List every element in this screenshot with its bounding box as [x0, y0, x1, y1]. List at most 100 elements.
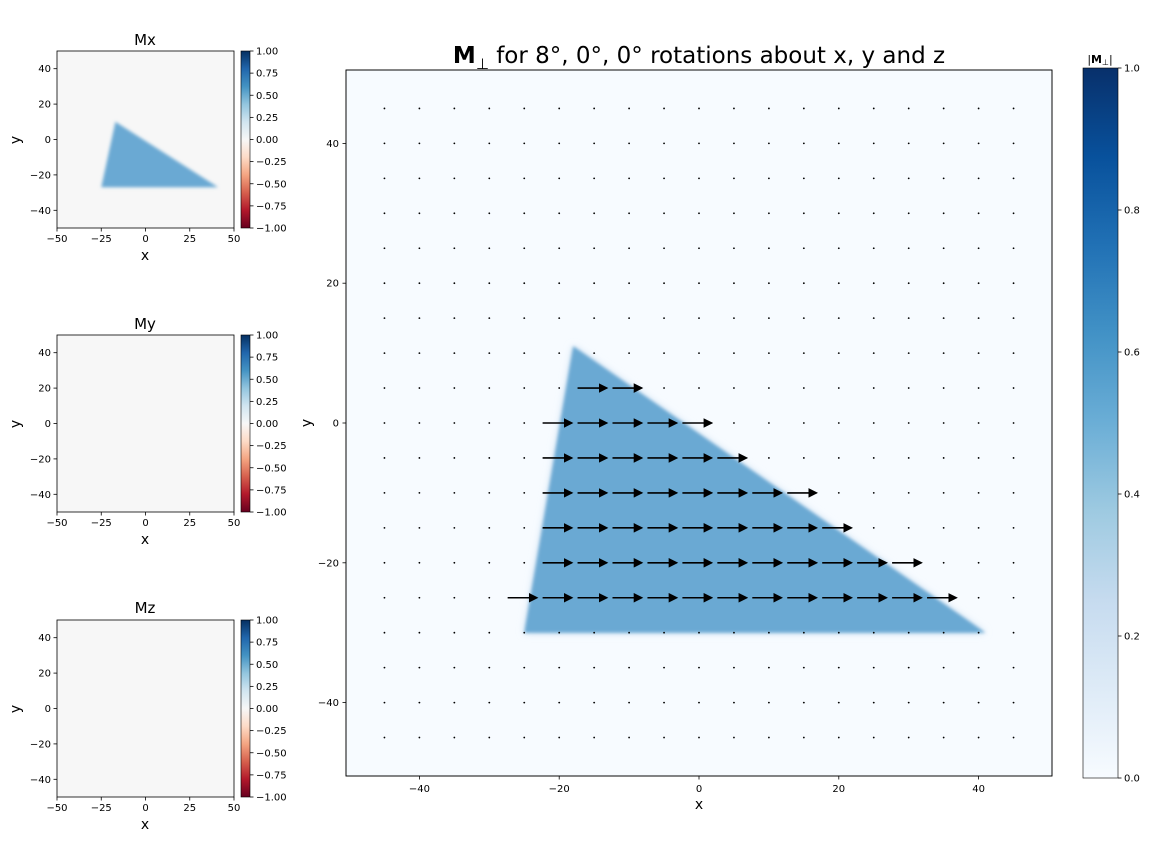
quiver-point [872, 177, 875, 180]
quiver-point [593, 107, 596, 110]
quiver-point [872, 142, 875, 145]
quiver-point [837, 457, 840, 459]
quiver-point [977, 352, 980, 354]
quiver-point [453, 736, 456, 739]
colorbar-tick-label: 0.75 [256, 69, 278, 80]
x-tick-label: −50 [46, 803, 67, 814]
x-tick-label: −25 [91, 803, 112, 814]
quiver-point [768, 247, 770, 250]
quiver-point [418, 596, 421, 599]
x-tick-label: 25 [183, 518, 196, 529]
colorbar-tick-label: −1.00 [256, 793, 287, 804]
quiver-point [802, 736, 805, 739]
quiver-point [907, 666, 910, 669]
quiver-point [733, 107, 735, 110]
quiver-grid-points [383, 107, 1015, 739]
quiver-point [977, 526, 980, 529]
quiver-point [488, 526, 491, 529]
quiver-point [802, 212, 805, 215]
quiver-arrows [507, 383, 958, 603]
quiver-point [837, 666, 840, 669]
colorbar-tick-label: 0.00 [256, 704, 278, 715]
quiver-point [977, 736, 980, 739]
quiver-point [383, 631, 386, 634]
quiver-point [383, 177, 386, 180]
quiver-point [907, 387, 910, 389]
colorbar-ticks: −1.00 −0.75 −0.50 −0.25 0.00 0.25 0.50 0.75 1.00 [250, 331, 287, 519]
colorbar-ticks: 0.0 0.2 0.4 0.6 0.8 1.0 [1118, 64, 1140, 785]
quiver-point [628, 736, 630, 739]
quiver-point [1012, 352, 1015, 354]
quiver-point [837, 177, 840, 180]
quiver-point [488, 492, 491, 494]
x-axis-ticks: −50 −25 0 25 50 [46, 512, 240, 529]
quiver-point [1012, 142, 1015, 145]
x-axis-label: x [141, 532, 149, 548]
quiver-point [663, 736, 665, 739]
quiver-point [418, 107, 421, 110]
colorbar-tick-label: 0.50 [256, 660, 278, 671]
quiver-point [733, 736, 735, 739]
quiver-point [523, 352, 526, 354]
quiver-point [942, 317, 945, 320]
panel-my: My −50 −25 0 25 50 −40 −20 0 20 40 x y −1.00 −0.7… [8, 315, 287, 548]
quiver-point [453, 212, 456, 215]
quiver-point [523, 177, 526, 180]
y-axis-label: y [8, 705, 24, 713]
quiver-point [383, 561, 386, 564]
quiver-point [418, 422, 421, 424]
colorbar-tick-label: −1.00 [256, 224, 287, 235]
quiver-point [418, 282, 421, 285]
quiver-point [523, 666, 526, 669]
quiver-point [488, 631, 491, 634]
quiver-point [453, 247, 456, 250]
quiver-point [663, 666, 665, 669]
quiver-point [453, 387, 456, 389]
panel-title: Mx [134, 31, 156, 49]
y-axis-label: y [299, 419, 315, 427]
quiver-point [907, 526, 910, 529]
quiver-point [907, 247, 910, 250]
colorbar-tick-label: −0.25 [256, 157, 287, 168]
x-tick-label: 25 [183, 803, 196, 814]
quiver-point [453, 142, 456, 145]
quiver-point [733, 352, 735, 354]
colorbar-tick-label: 0.25 [256, 682, 278, 693]
quiver-point [628, 282, 630, 285]
x-tick-label: −25 [91, 518, 112, 529]
quiver-point [453, 631, 456, 634]
quiver-point [837, 317, 840, 320]
quiver-point [418, 212, 421, 215]
quiver-point [628, 666, 630, 669]
quiver-point [872, 631, 875, 634]
x-tick-label: −50 [46, 518, 67, 529]
quiver-point [733, 701, 735, 704]
quiver-point [837, 352, 840, 354]
colorbar-label: |M⊥| [1087, 53, 1112, 67]
quiver-point [698, 247, 700, 250]
quiver-point [802, 701, 805, 704]
quiver-point [768, 666, 770, 669]
colorbar-tick-label: −0.75 [256, 770, 287, 781]
quiver-point [942, 352, 945, 354]
colorbar-tick-label: 1.00 [256, 616, 278, 627]
x-tick-label: −20 [549, 784, 570, 795]
quiver-point [523, 526, 526, 529]
colorbar-tick-label: −0.75 [256, 485, 287, 496]
quiver-point [593, 142, 596, 145]
quiver-point [558, 666, 561, 669]
quiver-point [663, 212, 665, 215]
x-tick-label: 50 [228, 518, 241, 529]
quiver-point [802, 107, 805, 110]
colorbar-tick-label: 0.50 [256, 375, 278, 386]
quiver-point [523, 317, 526, 320]
quiver-point [733, 282, 735, 285]
quiver-point [907, 317, 910, 320]
quiver-point [558, 142, 561, 145]
quiver-point [383, 317, 386, 320]
quiver-point [1012, 247, 1015, 250]
quiver-point [523, 247, 526, 250]
y-tick-label: −40 [318, 698, 339, 709]
quiver-point [453, 596, 456, 599]
colorbar-tick-label: 0.25 [256, 397, 278, 408]
